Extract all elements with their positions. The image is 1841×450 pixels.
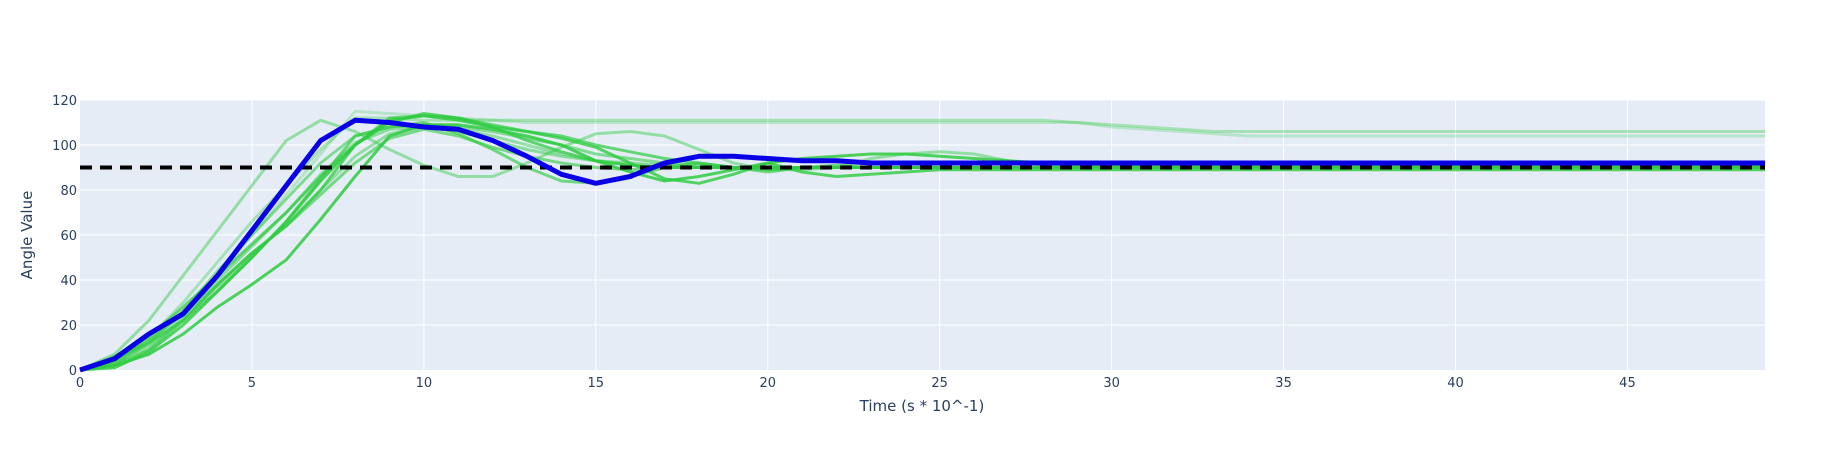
y-tick-label: 0 <box>69 364 77 379</box>
main-series-group <box>79 117 1765 373</box>
y-tick-labels: 0 20 40 60 80 100 120 <box>52 94 77 379</box>
x-tick-label: 45 <box>1619 376 1636 391</box>
y-tick-label: 80 <box>60 184 77 199</box>
y-tick-label: 100 <box>52 139 77 154</box>
x-tick-labels: 0 5 10 15 20 25 30 35 40 45 <box>76 376 1636 391</box>
y-tick-label: 20 <box>60 319 77 334</box>
y-axis-title: Angle Value <box>18 191 36 280</box>
y-tick-label: 60 <box>60 229 77 244</box>
x-tick-label: 30 <box>1103 376 1120 391</box>
x-tick-label: 0 <box>76 376 84 391</box>
y-tick-label: 40 <box>60 274 77 289</box>
x-tick-label: 20 <box>759 376 776 391</box>
x-axis-title: Time (s * 10^-1) <box>859 397 985 415</box>
x-tick-label: 10 <box>416 376 433 391</box>
x-tick-label: 25 <box>931 376 948 391</box>
background-series-line-8 <box>79 109 1765 372</box>
x-tick-label: 15 <box>588 376 605 391</box>
x-tick-label: 5 <box>248 376 256 391</box>
x-tick-label: 35 <box>1275 376 1292 391</box>
x-tick-label: 40 <box>1447 376 1464 391</box>
main-series-line <box>79 117 1765 373</box>
background-series-line-7 <box>79 116 1765 372</box>
y-tick-label: 120 <box>52 94 77 109</box>
